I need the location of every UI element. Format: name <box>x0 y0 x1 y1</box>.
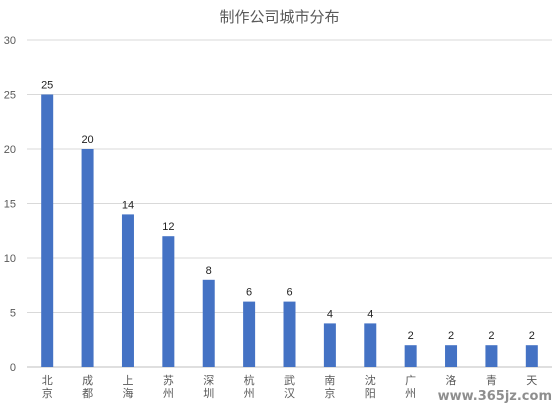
y-tick-label: 5 <box>10 308 16 320</box>
bar <box>485 345 498 367</box>
data-label: 14 <box>122 199 134 211</box>
data-label: 2 <box>448 330 454 342</box>
bar <box>41 94 54 367</box>
x-tick-label: 北京 <box>42 374 53 400</box>
y-tick-label: 15 <box>4 199 16 211</box>
x-axis: 北京 成都 上海 苏州 深圳 杭州 武汉 南京 沈阳 广州 洛 青 天 <box>42 373 538 400</box>
data-label: 12 <box>162 221 174 233</box>
data-label: 4 <box>327 308 333 320</box>
chart-title: 制作公司城市分布 <box>219 8 339 26</box>
grid-lines <box>27 39 552 368</box>
data-label: 2 <box>529 330 535 342</box>
data-label: 2 <box>408 330 414 342</box>
y-tick-label: 30 <box>4 35 16 47</box>
x-tick-label: 上海 <box>122 374 133 400</box>
x-tick-label: 洛 <box>446 373 457 387</box>
x-tick-label: 广州 <box>405 374 416 400</box>
bars <box>41 94 538 367</box>
x-tick-label: 杭州 <box>244 373 255 400</box>
bar <box>121 214 134 367</box>
x-tick-label: 苏州 <box>163 374 174 400</box>
bar <box>283 301 296 367</box>
x-tick-label: 武汉 <box>284 374 295 400</box>
bar <box>364 323 377 367</box>
y-axis: 0 5 10 15 20 25 30 <box>4 35 16 374</box>
x-tick-label: 天 <box>526 374 537 387</box>
data-label: 6 <box>246 287 252 299</box>
y-tick-label: 0 <box>10 362 16 374</box>
bar <box>162 236 175 367</box>
y-tick-label: 25 <box>4 90 16 102</box>
data-label: 6 <box>286 287 292 299</box>
bar <box>323 323 336 367</box>
data-label: 25 <box>41 80 53 92</box>
bar <box>202 279 215 367</box>
x-tick-label: 成都 <box>82 374 93 400</box>
bar <box>243 301 256 367</box>
data-label: 4 <box>367 308 373 320</box>
x-tick-label: 沈阳 <box>365 373 376 400</box>
y-tick-label: 20 <box>4 144 16 156</box>
watermark: www.365jz.com <box>438 389 552 404</box>
data-label: 2 <box>488 330 494 342</box>
bar <box>525 345 538 367</box>
bar <box>404 345 417 367</box>
x-tick-label: 深圳 <box>203 374 214 400</box>
bar <box>81 149 94 367</box>
data-labels: 25 20 14 12 8 6 6 4 4 2 2 2 2 <box>41 80 535 343</box>
x-tick-label: 南京 <box>324 374 335 400</box>
bar <box>445 345 458 367</box>
data-label: 20 <box>81 134 93 146</box>
x-tick-label: 青 <box>486 374 497 387</box>
y-tick-label: 10 <box>4 253 16 265</box>
data-label: 8 <box>206 265 212 277</box>
